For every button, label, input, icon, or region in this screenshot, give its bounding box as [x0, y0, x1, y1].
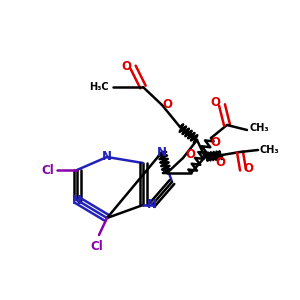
- Text: O: O: [121, 61, 131, 74]
- Text: O: O: [210, 97, 220, 110]
- Text: CH₃: CH₃: [249, 123, 268, 133]
- Text: O: O: [210, 136, 220, 149]
- Text: O: O: [215, 155, 225, 169]
- Text: Cl: Cl: [91, 241, 103, 254]
- Text: N: N: [72, 194, 82, 206]
- Text: Cl: Cl: [42, 164, 54, 176]
- Text: N: N: [102, 151, 112, 164]
- Text: H₃C: H₃C: [89, 82, 109, 92]
- Text: N: N: [157, 146, 167, 158]
- Text: O: O: [185, 148, 195, 161]
- Text: N: N: [147, 199, 157, 212]
- Text: CH₃: CH₃: [260, 145, 280, 155]
- Text: O: O: [162, 98, 172, 110]
- Text: O: O: [243, 161, 253, 175]
